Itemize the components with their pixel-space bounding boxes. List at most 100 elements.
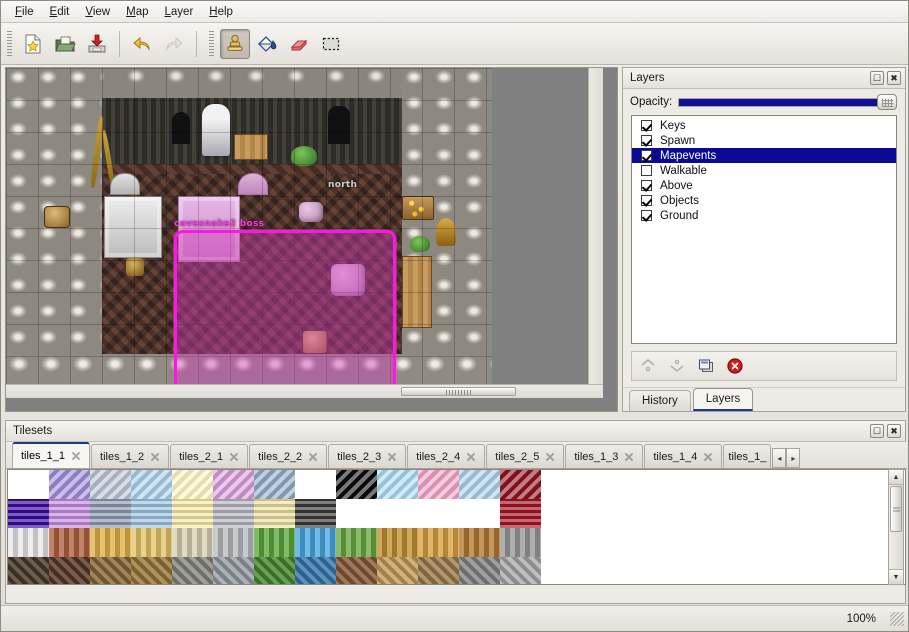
tileset-tile[interactable]: [90, 528, 131, 557]
close-tab-icon[interactable]: [466, 452, 476, 462]
tileset-tile[interactable]: [90, 470, 131, 499]
tileset-tile[interactable]: [8, 528, 49, 557]
tileset-tile[interactable]: [295, 528, 336, 557]
tileset-tile[interactable]: [213, 499, 254, 528]
layer-visibility-checkbox[interactable]: [641, 120, 652, 131]
tab-layers[interactable]: Layers: [692, 388, 754, 411]
tileset-tile[interactable]: [254, 499, 295, 528]
layer-row[interactable]: Ground: [632, 208, 896, 223]
tileset-tile[interactable]: [49, 557, 90, 584]
eraser-tool-button[interactable]: [284, 29, 314, 59]
tileset-tile[interactable]: [90, 499, 131, 528]
tileset-tile[interactable]: [377, 528, 418, 557]
tileset-scroll-up[interactable]: ▲: [889, 470, 903, 485]
tileset-tile[interactable]: [172, 470, 213, 499]
tileset-tile[interactable]: [213, 470, 254, 499]
close-tab-icon[interactable]: [229, 452, 239, 462]
tileset-tile[interactable]: [49, 470, 90, 499]
save-map-button[interactable]: [82, 29, 112, 59]
menu-help[interactable]: Help: [209, 5, 233, 18]
tileset-tile[interactable]: [336, 528, 377, 557]
tileset-tile[interactable]: [459, 557, 500, 584]
layer-row[interactable]: Spawn: [632, 133, 896, 148]
lower-layer-button[interactable]: [667, 356, 687, 376]
map-tiles[interactable]: north cavesnake2 boss: [6, 68, 492, 398]
redo-button[interactable]: [159, 29, 189, 59]
tileset-tile[interactable]: [49, 499, 90, 528]
layer-list[interactable]: Keys Spawn Mapevents Walkable Above Obje…: [631, 115, 897, 344]
layer-row[interactable]: Objects: [632, 193, 896, 208]
layer-visibility-checkbox[interactable]: [641, 180, 652, 191]
menu-layer[interactable]: Layer: [164, 5, 194, 18]
close-tab-icon[interactable]: [545, 452, 555, 462]
map-horizontal-scrollbar[interactable]: [6, 384, 603, 398]
map-hscroll-thumb[interactable]: [401, 387, 516, 396]
tileset-tile[interactable]: [459, 528, 500, 557]
tileset-tile[interactable]: [500, 499, 541, 528]
tileset-tile[interactable]: [418, 528, 459, 557]
tileset-tile[interactable]: [90, 557, 131, 584]
tileset-tab-tiles_2_4[interactable]: tiles_2_4: [407, 444, 486, 468]
tileset-tile[interactable]: [131, 499, 172, 528]
tileset-tile[interactable]: [418, 557, 459, 584]
close-tab-icon[interactable]: [387, 452, 397, 462]
tileset-tile[interactable]: [8, 499, 49, 528]
layer-visibility-checkbox[interactable]: [641, 150, 652, 161]
delete-layer-button[interactable]: [725, 356, 745, 376]
tileset-tile[interactable]: [172, 557, 213, 584]
duplicate-layer-button[interactable]: [696, 356, 716, 376]
undo-button[interactable]: [127, 29, 157, 59]
tileset-tab-tiles_2_1[interactable]: tiles_2_1: [170, 444, 249, 468]
close-icon[interactable]: ✖: [887, 71, 901, 85]
tileset-tile[interactable]: [336, 499, 377, 528]
new-map-button[interactable]: [18, 29, 48, 59]
tileset-vertical-scrollbar[interactable]: ▲ ▼: [888, 469, 904, 585]
tileset-tab-tiles_1_partial[interactable]: tiles_1_: [723, 444, 772, 468]
fill-tool-button[interactable]: [252, 29, 282, 59]
select-tool-button[interactable]: [316, 29, 346, 59]
tileset-tile[interactable]: [459, 470, 500, 499]
tileset-tab-tiles_1_3[interactable]: tiles_1_3: [565, 444, 644, 468]
menu-map[interactable]: Map: [126, 5, 149, 18]
close-tab-icon[interactable]: [308, 452, 318, 462]
tileset-tab-tiles_2_5[interactable]: tiles_2_5: [486, 444, 565, 468]
map-view[interactable]: north cavesnake2 boss: [6, 68, 603, 398]
tileset-grid[interactable]: [8, 470, 541, 584]
tileset-tile[interactable]: [254, 528, 295, 557]
menu-view[interactable]: View: [85, 5, 111, 18]
layer-visibility-checkbox[interactable]: [641, 135, 652, 146]
tileset-tile[interactable]: [500, 528, 541, 557]
tileset-tile[interactable]: [336, 470, 377, 499]
tileset-tile[interactable]: [377, 470, 418, 499]
tileset-tile[interactable]: [172, 528, 213, 557]
close-tab-icon[interactable]: [71, 451, 81, 461]
close-tab-icon[interactable]: [150, 452, 160, 462]
tileset-tile[interactable]: [418, 470, 459, 499]
layer-visibility-checkbox[interactable]: [641, 165, 652, 176]
tileset-tile[interactable]: [500, 557, 541, 584]
tileset-tab-tiles_1_2[interactable]: tiles_1_2: [91, 444, 170, 468]
tileset-tile[interactable]: [295, 557, 336, 584]
tileset-scroll-thumb[interactable]: [890, 486, 902, 532]
layer-row[interactable]: Mapevents: [632, 148, 896, 163]
float-icon[interactable]: ☐: [870, 424, 884, 438]
menu-file[interactable]: File: [15, 5, 34, 18]
tileset-tile[interactable]: [213, 528, 254, 557]
tileset-grid-area[interactable]: [7, 469, 906, 585]
layer-row[interactable]: Keys: [632, 118, 896, 133]
tileset-scroll-down[interactable]: ▼: [889, 569, 903, 584]
float-icon[interactable]: ☐: [870, 71, 884, 85]
resize-grip[interactable]: [890, 611, 904, 626]
tileset-tile[interactable]: [377, 557, 418, 584]
tileset-tile[interactable]: [377, 499, 418, 528]
tileset-tile[interactable]: [131, 528, 172, 557]
tileset-tab-tiles_1_1[interactable]: tiles_1_1: [12, 442, 91, 468]
tileset-tile[interactable]: [254, 557, 295, 584]
tileset-tabs-scroll-right[interactable]: ▸: [786, 448, 801, 468]
open-map-button[interactable]: [50, 29, 80, 59]
tileset-tile[interactable]: [459, 499, 500, 528]
tileset-tile[interactable]: [172, 499, 213, 528]
close-icon[interactable]: ✖: [887, 424, 901, 438]
close-tab-icon[interactable]: [703, 452, 713, 462]
tileset-tile[interactable]: [8, 557, 49, 584]
